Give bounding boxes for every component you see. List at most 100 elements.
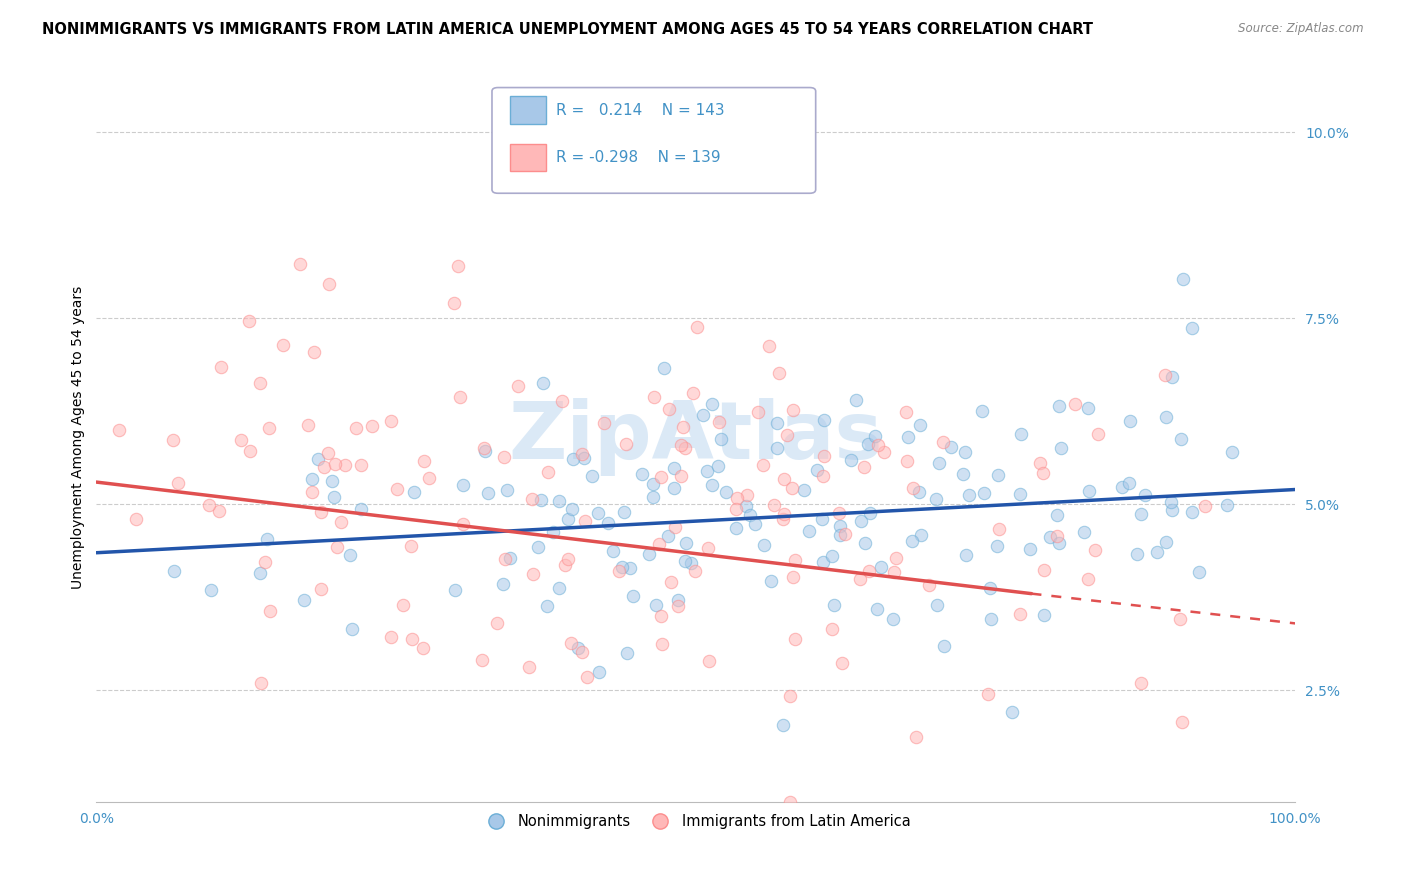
Point: [724, 502, 747, 516]
Point: [614, 437, 637, 451]
Point: [896, 429, 918, 443]
Point: [339, 548, 361, 562]
Point: [772, 718, 794, 732]
Point: [326, 540, 349, 554]
Point: [650, 470, 672, 484]
Text: Source: ZipAtlas.com: Source: ZipAtlas.com: [1239, 22, 1364, 36]
Point: [162, 433, 184, 447]
Point: [1170, 432, 1192, 446]
Point: [1126, 547, 1149, 561]
Point: [309, 582, 332, 596]
Point: [1154, 410, 1177, 425]
Point: [1133, 488, 1156, 502]
Point: [702, 478, 724, 492]
Point: [619, 561, 641, 575]
Point: [785, 553, 807, 567]
Point: [811, 469, 834, 483]
Point: [659, 574, 682, 589]
Point: [813, 413, 835, 427]
Point: [758, 338, 780, 352]
Point: [672, 419, 695, 434]
Point: [593, 416, 616, 430]
Point: [671, 469, 693, 483]
Point: [652, 360, 675, 375]
Point: [548, 581, 571, 595]
Point: [932, 639, 955, 653]
Point: [744, 517, 766, 532]
Point: [621, 590, 644, 604]
Point: [630, 467, 652, 481]
Point: [350, 502, 373, 516]
Point: [380, 630, 402, 644]
Point: [853, 535, 876, 549]
Point: [527, 541, 550, 555]
Point: [567, 641, 589, 656]
Point: [782, 570, 804, 584]
Point: [1001, 705, 1024, 719]
Point: [657, 529, 679, 543]
Point: [1047, 536, 1070, 550]
Point: [1033, 607, 1056, 622]
Point: [901, 481, 924, 495]
Point: [710, 432, 733, 446]
Point: [571, 447, 593, 461]
Point: [1077, 484, 1099, 499]
Point: [986, 539, 1008, 553]
Point: [350, 458, 373, 472]
Point: [253, 555, 276, 569]
Point: [980, 612, 1002, 626]
Point: [858, 565, 880, 579]
Point: [249, 376, 271, 390]
Point: [560, 636, 582, 650]
Point: [418, 471, 440, 485]
Point: [304, 345, 326, 359]
Point: [273, 338, 295, 352]
Point: [828, 528, 851, 542]
Point: [259, 604, 281, 618]
Point: [925, 598, 948, 612]
Point: [229, 433, 252, 447]
Point: [675, 536, 697, 550]
Text: ZipAtlas: ZipAtlas: [509, 399, 883, 476]
Point: [451, 478, 474, 492]
Point: [692, 408, 714, 422]
Point: [574, 514, 596, 528]
Point: [399, 540, 422, 554]
Point: [250, 676, 273, 690]
Point: [361, 419, 384, 434]
Point: [344, 420, 367, 434]
Point: [551, 394, 574, 409]
Point: [1118, 476, 1140, 491]
Point: [683, 564, 706, 578]
Point: [1077, 572, 1099, 586]
Point: [1220, 445, 1243, 459]
Point: [894, 405, 917, 419]
Point: [1160, 495, 1182, 509]
Point: [1129, 676, 1152, 690]
Point: [557, 551, 579, 566]
Point: [664, 519, 686, 533]
Point: [301, 472, 323, 486]
Point: [496, 483, 519, 498]
Point: [323, 458, 346, 472]
Point: [492, 450, 515, 464]
Point: [1146, 545, 1168, 559]
Y-axis label: Unemployment Among Ages 45 to 54 years: Unemployment Among Ages 45 to 54 years: [72, 285, 86, 589]
Point: [766, 417, 789, 431]
Point: [472, 441, 495, 455]
Point: [520, 491, 543, 506]
Point: [412, 453, 434, 467]
Point: [316, 446, 339, 460]
Point: [1008, 607, 1031, 621]
Point: [834, 526, 856, 541]
Point: [849, 572, 872, 586]
Point: [697, 541, 720, 555]
Point: [1039, 530, 1062, 544]
Point: [828, 519, 851, 533]
Point: [905, 730, 928, 744]
Point: [779, 689, 801, 703]
Point: [329, 516, 352, 530]
Point: [401, 632, 423, 646]
Point: [333, 458, 356, 472]
Point: [1029, 456, 1052, 470]
